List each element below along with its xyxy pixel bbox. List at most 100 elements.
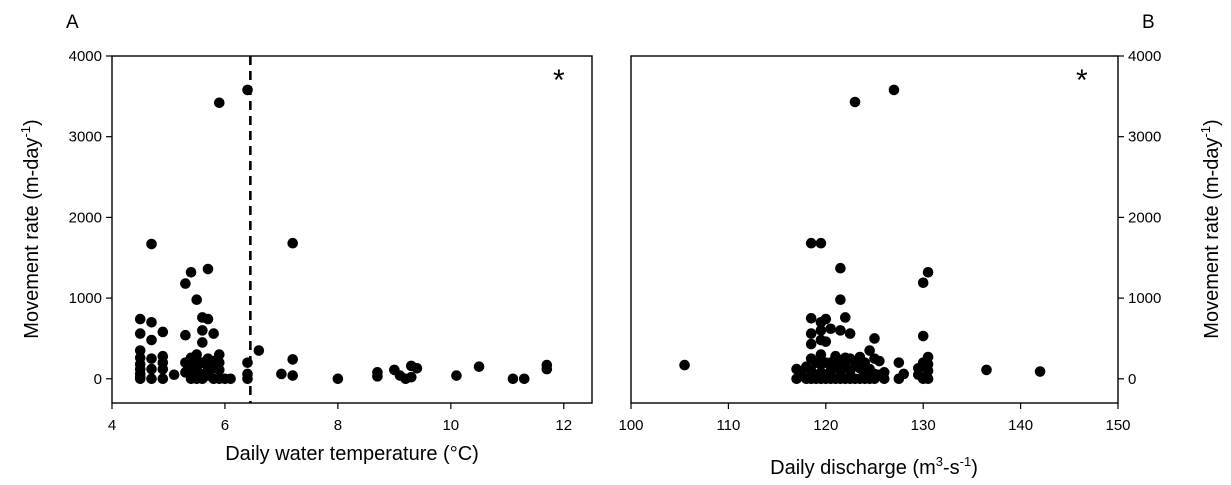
scatter-point [815, 237, 827, 249]
x-tick-label: 12 [555, 417, 572, 434]
scatter-point [805, 312, 817, 324]
x-tick-label: 140 [1008, 417, 1033, 434]
scatter-point [146, 363, 157, 375]
scatter-point [815, 349, 827, 360]
scatter-point [922, 373, 934, 385]
scatter-point [134, 328, 146, 339]
scatter-point [372, 367, 383, 378]
scatter-point [134, 345, 146, 356]
scatter-point [507, 373, 519, 385]
scatter-point [276, 368, 287, 380]
x-tick-label: 110 [716, 417, 740, 434]
scatter-point [197, 337, 208, 348]
y-tick-label: 0 [1128, 371, 1136, 388]
scatter-point [202, 313, 214, 325]
scatter-point [835, 294, 846, 306]
panel-b-y-ticks: 0 1000 2000 3000 4000 [1118, 48, 1161, 388]
panel-a-x-ticks: 4 6 8 10 12 [108, 403, 572, 434]
scatter-point [835, 325, 846, 336]
scatter-point [405, 371, 417, 383]
scatter-point [242, 84, 253, 96]
scatter-point [146, 373, 157, 385]
scatter-point [287, 370, 299, 381]
scatter-point [180, 278, 191, 289]
y-tick-label: 3000 [1128, 129, 1161, 146]
scatter-point [411, 363, 423, 374]
scatter-point [679, 359, 690, 371]
scatter-point [157, 350, 169, 362]
y-tick-label: 2000 [69, 209, 102, 226]
scatter-point [898, 368, 910, 380]
panel-b-x-ticks: 100 110 120 130 140 150 [618, 403, 1131, 434]
panel-b-y-axis-title: Movement rate (m-day-1) [1198, 119, 1223, 338]
scatter-point [197, 325, 208, 336]
x-tick-label: 6 [221, 417, 229, 434]
panel-b: B * 100 110 120 130 140 150 0 1000 2000 3000 4000… [618, 12, 1223, 479]
scatter-point [473, 361, 485, 372]
y-tick-label: 2000 [1128, 209, 1161, 226]
x-tick-label: 100 [618, 417, 643, 434]
scatter-point [805, 328, 817, 339]
scatter-point [805, 237, 817, 249]
scatter-point [213, 364, 225, 376]
y-tick-label: 1000 [1128, 290, 1161, 307]
scatter-point [242, 357, 253, 368]
scatter-point [888, 84, 900, 96]
panel-a-x-axis-title: Daily water temperature (°C) [225, 443, 479, 465]
panel-a-points [134, 84, 553, 385]
scatter-point [917, 330, 929, 342]
y-tick-label: 3000 [69, 129, 102, 146]
scatter-point [922, 351, 934, 363]
scatter-point [225, 373, 236, 385]
scatter-point [917, 277, 929, 289]
scatter-point [157, 326, 169, 338]
scatter-point [922, 358, 934, 370]
scatter-point [849, 96, 861, 108]
scatter-point [820, 336, 832, 347]
scatter-point [146, 317, 157, 328]
panel-a: A * 4 6 8 10 12 0 1000 2000 3000 4000 Daily wate… [18, 12, 593, 465]
x-tick-label: 130 [911, 417, 936, 434]
scatter-point [839, 312, 851, 323]
scatter-point [146, 238, 157, 250]
panel-a-annotation: * [553, 64, 565, 97]
scatter-point [146, 334, 157, 346]
y-tick-label: 4000 [1128, 48, 1161, 65]
scatter-point [922, 266, 934, 278]
scatter-point [451, 370, 462, 381]
scatter-point [213, 349, 225, 360]
scatter-point [805, 338, 817, 350]
scatter-point [864, 345, 875, 356]
scatter-point [893, 357, 905, 368]
scatter-point [253, 345, 265, 356]
scatter-point [835, 262, 846, 274]
scatter-point [185, 266, 197, 278]
scatter-point [213, 357, 225, 368]
panel-a-y-axis-title: Movement rate (m-day-1) [18, 119, 43, 338]
scatter-point [191, 349, 203, 360]
scatter-point [844, 365, 856, 377]
panel-a-y-ticks: 0 1000 2000 3000 4000 [69, 48, 112, 388]
scatter-point [213, 97, 225, 109]
x-tick-label: 120 [813, 417, 838, 434]
y-tick-label: 1000 [69, 290, 102, 307]
scatter-point [820, 313, 832, 325]
scatter-point [202, 263, 214, 275]
scatter-point [844, 328, 856, 339]
scatter-point [541, 359, 553, 371]
scatter-point [168, 369, 180, 381]
scatter-point [825, 323, 836, 335]
scatter-point [180, 329, 191, 341]
scatter-point [242, 368, 253, 380]
scatter-point [874, 355, 885, 367]
scatter-point [815, 325, 827, 336]
scatter-point [518, 373, 530, 385]
x-tick-label: 8 [334, 417, 342, 434]
scatter-point [134, 352, 146, 364]
scatter-point [146, 353, 157, 364]
scatter-point [208, 328, 219, 339]
scatter-point [287, 237, 299, 249]
x-tick-label: 4 [108, 417, 116, 434]
scatter-point [878, 367, 890, 378]
